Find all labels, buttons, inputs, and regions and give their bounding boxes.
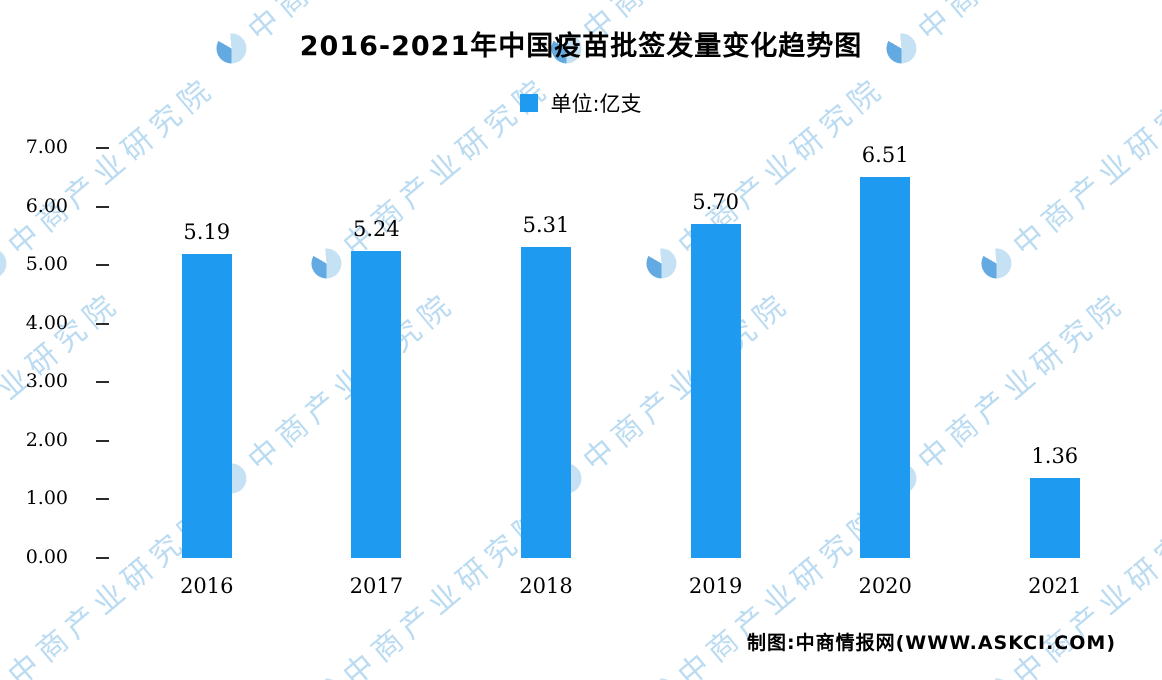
y-axis-tick-label: 0.00 (25, 546, 68, 568)
y-axis-tick-label: 3.00 (25, 370, 68, 393)
x-axis-tick-label: 2016 (180, 574, 234, 598)
x-axis-tick-label: 2021 (1028, 574, 1082, 598)
credit-text: 制图:中商情报网(WWW.ASKCI.COM) (747, 632, 1116, 654)
legend: 单位:亿支 (0, 88, 1162, 118)
y-axis-tick-label: 2.00 (25, 428, 68, 451)
bar-value-label: 5.19 (183, 220, 231, 244)
x-axis-tick-label: 2020 (858, 574, 912, 598)
y-axis-tick-label: 1.00 (25, 487, 68, 510)
x-axis-tick-label: 2018 (519, 574, 573, 598)
y-axis-tick-label: 7.00 (25, 136, 68, 158)
bar-value-label: 5.31 (522, 212, 570, 237)
bar-2019 (690, 224, 741, 558)
bar-2020 (860, 176, 911, 558)
bar-value-label: 5.70 (692, 190, 739, 215)
y-axis-tick-mark (96, 264, 109, 267)
x-axis-tick-label: 2019 (688, 574, 743, 598)
legend-label: 单位:亿支 (550, 92, 642, 116)
bar-value-label: 1.36 (1031, 444, 1079, 469)
y-axis-tick-mark (96, 557, 109, 559)
y-axis-tick-label: 4.00 (25, 311, 68, 334)
bar-value-label: 5.24 (353, 217, 400, 242)
bar-2021 (1029, 478, 1080, 558)
y-axis-tick-mark (96, 205, 109, 208)
legend-swatch-icon (520, 94, 539, 112)
y-axis-tick-mark (96, 322, 109, 325)
y-axis-tick-mark (96, 439, 109, 442)
y-axis-tick-mark (96, 498, 109, 501)
bar-2018 (521, 246, 571, 558)
y-axis-tick-label: 6.00 (25, 194, 68, 217)
x-axis-tick-label: 2017 (349, 574, 404, 598)
bar-value-label: 6.51 (861, 142, 909, 167)
chart-title: 2016-2021年中国疫苗批签发量变化趋势图 (299, 31, 863, 62)
bar-2016 (181, 254, 232, 558)
y-axis-tick-mark (96, 381, 109, 384)
bar-2017 (351, 251, 402, 558)
y-axis-tick-mark (96, 147, 109, 149)
y-axis-tick-label: 5.00 (25, 253, 68, 276)
